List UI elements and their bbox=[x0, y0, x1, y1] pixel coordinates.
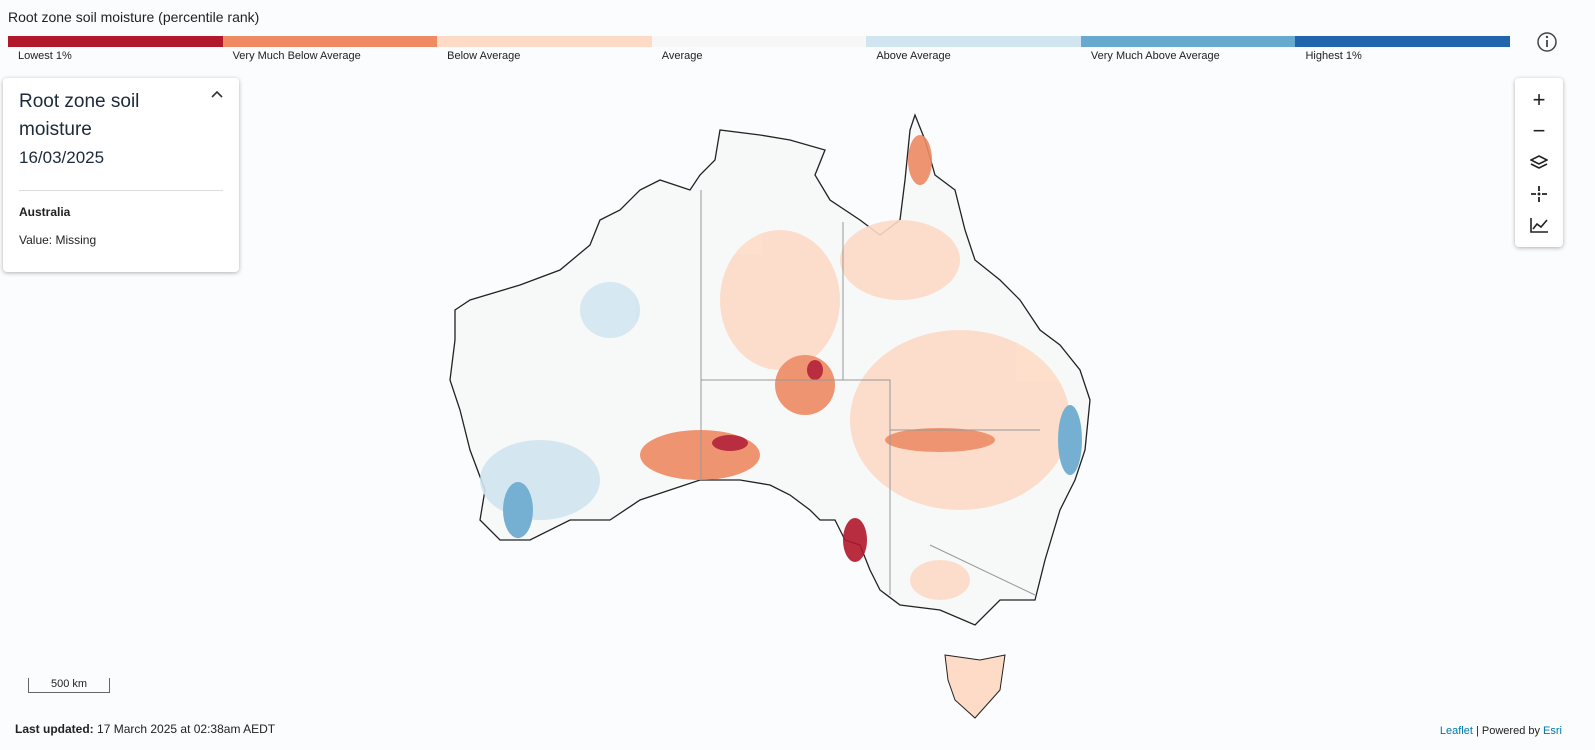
collapse-button[interactable] bbox=[211, 90, 223, 98]
legend-swatch bbox=[437, 36, 652, 47]
info-panel: Root zone soil moisture 16/03/2025 Austr… bbox=[3, 78, 239, 272]
legend-label: Above Average bbox=[876, 50, 951, 62]
panel-date: 16/03/2025 bbox=[19, 148, 105, 167]
legend-swatch bbox=[651, 36, 867, 47]
zoom-in[interactable]: + bbox=[1532, 87, 1546, 112]
map-controls: + − bbox=[1515, 78, 1563, 247]
zoom-out[interactable]: − bbox=[1532, 118, 1546, 143]
legend-label: Highest 1% bbox=[1305, 50, 1362, 62]
anomaly-areas bbox=[480, 135, 1082, 600]
legend-label: Below Average bbox=[447, 50, 521, 62]
scale-bar: 500 km bbox=[28, 678, 110, 693]
legend-labels: Lowest 1% Very Much Below Average Below Av… bbox=[8, 50, 1510, 62]
legend-swatch bbox=[1080, 36, 1296, 47]
separator: | bbox=[1475, 725, 1479, 737]
state-borders bbox=[700, 190, 1040, 596]
layers[interactable] bbox=[1515, 146, 1563, 177]
legend-bar bbox=[8, 36, 1511, 47]
legend-swatch bbox=[1295, 36, 1511, 47]
legend-label: Very Much Above Average bbox=[1090, 50, 1220, 62]
panel-title: Root zone soil moisture bbox=[19, 91, 140, 140]
esri-link[interactable]: Esri bbox=[1543, 725, 1562, 737]
footer-label: Last updated: bbox=[15, 722, 94, 736]
info-icon[interactable] bbox=[1536, 31, 1558, 53]
attribution: Leaflet | Powered by Esri bbox=[1440, 725, 1562, 737]
legend-label: Very Much Below Average bbox=[232, 50, 361, 62]
locate[interactable] bbox=[1515, 177, 1563, 208]
footer-text: 17 March 2025 at 02:38am AEDT bbox=[97, 722, 276, 736]
divider bbox=[19, 190, 223, 191]
legend-swatch bbox=[8, 36, 223, 47]
footer: Last updated: 17 March 2025 at 02:38am A… bbox=[15, 722, 275, 736]
legend-label: Average bbox=[661, 50, 703, 62]
legend-swatch bbox=[222, 36, 438, 47]
value: Value: Missing bbox=[19, 233, 97, 247]
leaflet-link[interactable]: Leaflet bbox=[1439, 725, 1473, 737]
tasmania bbox=[944, 654, 1006, 719]
legend-swatch bbox=[866, 36, 1081, 47]
legend-label: Lowest 1% bbox=[18, 50, 72, 62]
chart[interactable] bbox=[1515, 208, 1563, 239]
powered-by: Powered by bbox=[1481, 725, 1540, 737]
region: Australia bbox=[19, 205, 71, 219]
legend-title: Root zone soil moisture (percentile rank… bbox=[8, 9, 260, 25]
